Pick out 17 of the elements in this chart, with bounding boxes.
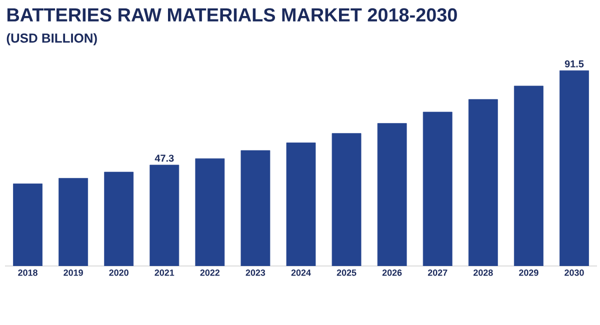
chart-subtitle: (USD BILLION) <box>6 33 97 46</box>
x-tick-label: 2020 <box>109 270 128 276</box>
x-tick-label: 2022 <box>200 270 220 276</box>
x-tick-label: 2018 <box>18 270 38 276</box>
x-tick-label: 2030 <box>564 270 584 276</box>
x-tick-label: 2027 <box>428 270 448 276</box>
x-tick-label: 2029 <box>519 270 538 276</box>
x-tick-label: 2025 <box>336 270 356 276</box>
data-label: 91.5 <box>564 60 584 68</box>
x-tick-label: 2021 <box>154 270 174 276</box>
x-tick-label: 2028 <box>474 270 493 276</box>
data-label: 47.3 <box>154 154 174 162</box>
chart-title: BATTERIES RAW MATERIALS MARKET 2018-2030 <box>7 8 457 22</box>
x-tick-label: 2019 <box>64 270 83 276</box>
x-tick-label: 2023 <box>246 270 266 276</box>
x-tick-label: 2024 <box>291 270 311 276</box>
x-tick-label: 2026 <box>382 270 402 276</box>
